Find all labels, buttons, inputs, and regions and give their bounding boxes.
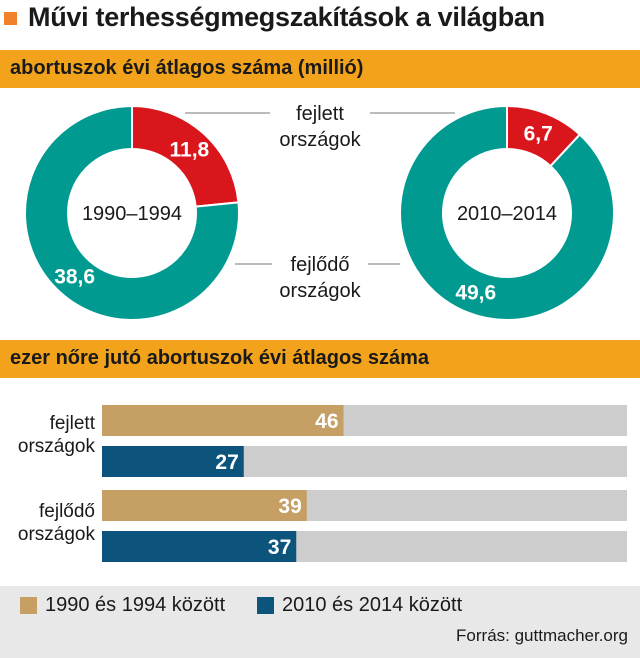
- donut-1990-slice-developing: [24, 104, 240, 321]
- donut-1990-value-developed: 11,8: [170, 139, 210, 162]
- legend-label-2010: 2010 és 2014 között: [282, 594, 463, 616]
- bar-value-developing-1990: 39: [278, 495, 301, 518]
- bar-developed-1990: [102, 405, 344, 436]
- footer: 1990 és 1994 között 2010 és 2014 között …: [0, 586, 640, 658]
- section-header-donuts: abortuszok évi átlagos száma (millió): [0, 50, 640, 88]
- donut-1990-value-developing: 38,6: [54, 265, 95, 288]
- legend-label-1990: 1990 és 1994 között: [45, 594, 226, 616]
- donut-label-developing-line2: országok: [279, 280, 361, 302]
- donut-label-developing-line1: fejlődő: [291, 254, 350, 276]
- page-title: Művi terhességmegszakítások a világban: [28, 2, 545, 32]
- donut-label-developed-line2: országok: [279, 129, 361, 151]
- source-note: Forrás: guttmacher.org: [456, 626, 628, 645]
- bar-value-developed-1990: 46: [315, 410, 338, 433]
- legend-swatch-1990: [20, 597, 37, 614]
- donut-2010-value-developing: 49,6: [455, 282, 496, 305]
- section-title-donuts: abortuszok évi átlagos száma (millió): [10, 57, 364, 79]
- donut-2010-value-developed: 6,7: [524, 122, 553, 145]
- bar-category-developing-line1: fejlődő: [39, 501, 95, 522]
- legend-item-1990: 1990 és 1994 között: [20, 594, 225, 617]
- donut-2010-period-label: 2010–2014: [457, 203, 557, 225]
- legend-swatch-2010: [257, 597, 274, 614]
- bar-category-developed-line2: országok: [17, 436, 95, 457]
- bar-category-developing: fejlődő országok: [18, 500, 95, 546]
- title-row: Művi terhességmegszakítások a világban: [0, 0, 640, 40]
- legend-item-2010: 2010 és 2014 között: [257, 594, 462, 617]
- bar-category-developed: fejlett országok: [18, 412, 95, 458]
- bar-value-developed-2010: 27: [215, 451, 238, 474]
- donut-label-developed-line1: fejlett: [296, 103, 344, 125]
- bar-category-developed-line1: fejlett: [49, 413, 95, 434]
- title-accent-square: [4, 12, 17, 25]
- section-header-bars: ezer nőre jutó abortuszok évi átlagos sz…: [0, 340, 640, 378]
- bar-value-developing-2010: 37: [268, 536, 291, 559]
- donut-1990-period-label: 1990–1994: [82, 203, 182, 225]
- donut-2010-slice-developing: [399, 104, 615, 321]
- section-title-bars: ezer nőre jutó abortuszok évi átlagos sz…: [10, 347, 430, 369]
- bar-developed-2010: [102, 446, 244, 477]
- bar-developing-1990: [102, 490, 307, 521]
- bar-category-developing-line2: országok: [17, 524, 95, 545]
- bar-developing-2010: [102, 531, 297, 562]
